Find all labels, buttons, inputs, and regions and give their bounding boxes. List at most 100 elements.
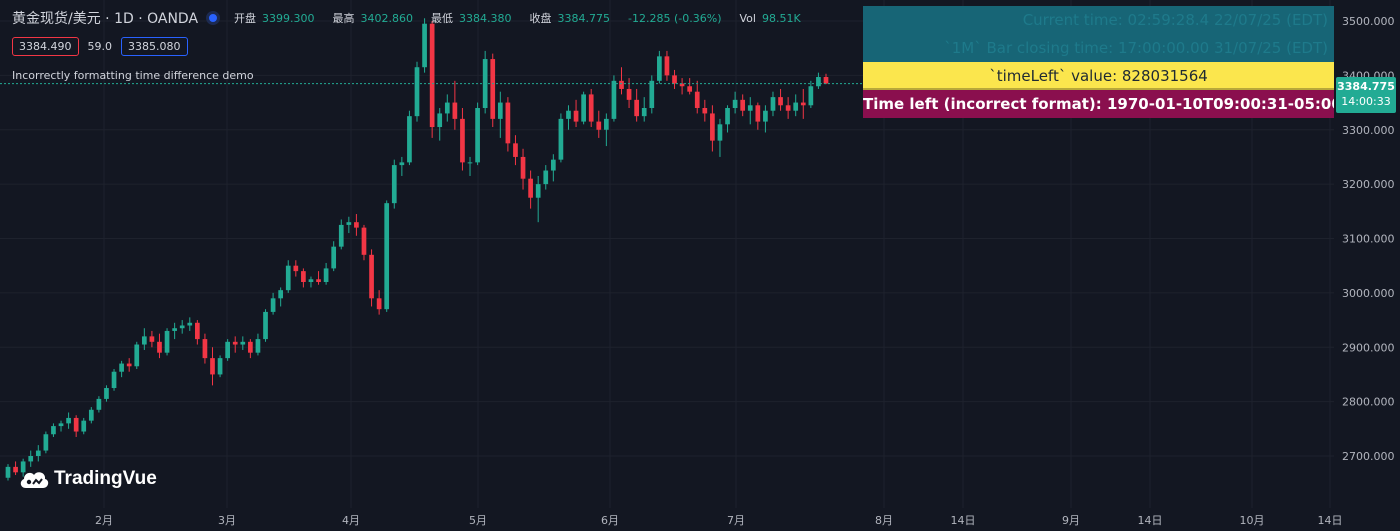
candle-body [664,56,670,76]
high-value: 3402.860 [360,11,414,25]
candle-body [710,113,715,141]
candle-body [778,97,783,106]
high-label: 最高 [332,12,355,25]
candle-body [361,227,367,255]
close-value: 3384.775 [557,11,611,25]
y-tick-label: 2800.000 [1342,396,1395,409]
candle-body [437,113,443,128]
low-label: 最低 [431,12,454,25]
tradingvue-logo[interactable]: TradingVue [18,468,157,490]
candle-body [293,265,299,272]
candle-body [740,99,746,111]
candle-body [354,222,359,228]
logo-text: TradingVue [54,468,157,489]
candle-body [422,23,427,68]
candles [5,18,829,481]
candle-body [793,102,799,111]
buy-sell-ticket: 3384.490 59.0 3385.080 [12,37,188,56]
candle-body [202,339,208,359]
x-tick-label: 6月 [601,514,619,527]
candle-body [475,108,480,163]
grid [0,0,1334,508]
candle-body [619,80,624,89]
close-label: 收盘 [529,12,552,25]
candle-body [73,417,79,432]
candle-body [657,56,662,81]
x-tick-label: 14日 [951,514,976,527]
x-tick-label: 14日 [1318,514,1343,527]
y-tick-label: 3100.000 [1342,233,1395,246]
candle-body [679,83,685,87]
candle-body [240,341,246,345]
current-price-label: 3384.775 [1337,80,1395,93]
candle-body [573,110,579,122]
candle-body [520,156,526,179]
x-tick-label: 3月 [218,514,236,527]
candle-body [823,77,829,84]
time-left-format-cell: Time left (incorrect format): 1970-01-10… [863,90,1334,118]
x-tick-label: 8月 [875,514,893,527]
y-tick-label: 3000.000 [1342,287,1395,300]
candle-body [566,110,571,119]
candle-body [702,108,708,114]
candle-body [543,170,549,185]
bar-closing-time-cell: `1M` Bar closing time: 17:00:00.00 31/07… [863,34,1334,62]
y-tick-label: 3500.000 [1342,15,1395,28]
x-tick-label: 5月 [469,514,487,527]
study-title[interactable]: Incorrectly formatting time difference d… [12,69,254,82]
candle-body [399,162,405,166]
candle-body [316,279,321,282]
candle-body [119,363,124,372]
candle-body [672,75,677,84]
candle-body [232,341,238,345]
candle-body [763,110,768,122]
x-tick-label: 7月 [727,514,745,527]
candle-body [513,143,518,157]
buy-button[interactable]: 3385.080 [121,37,188,56]
candle-body [187,322,193,326]
x-tick-label: 14日 [1138,514,1163,527]
x-tick-label: 9月 [1062,514,1080,527]
candle-body [369,254,374,299]
candle-body [111,371,117,389]
spread-value: 59.0 [87,40,113,53]
candle-body [96,398,102,410]
candle-body [581,94,586,122]
candle-body [331,246,337,269]
candle-body [391,165,397,204]
candle-body [164,330,170,353]
candle-body [35,450,41,456]
y-tick-label: 3300.000 [1342,124,1395,137]
symbol-title[interactable]: 黄金现货/美元 · 1D · OANDA [12,11,199,27]
candle-body [429,23,435,128]
time-axis[interactable]: 2月 3月 4月 5月 6月 7月 8月 14日 9月 14日 10月 14日 [95,514,1343,527]
candle-body [497,102,503,119]
x-tick-label: 2月 [95,514,113,527]
candle-body [528,178,533,198]
candle-body [285,265,291,291]
price-axis[interactable]: 3500.0003400.0003300.0003200.0003100.000… [1342,15,1395,463]
vol-label: Vol [739,11,756,25]
x-tick-label: 10月 [1240,514,1265,527]
candle-body [717,124,723,141]
candle-body [407,116,412,163]
y-tick-label: 2900.000 [1342,341,1395,354]
current-price-tag: 3384.775 14:00:33 [1336,77,1396,113]
candle-body [808,86,814,106]
symbol-legend: 黄金现货/美元 · 1D · OANDA 开盘 3399.300 最高 3402… [12,8,819,28]
market-status-icon[interactable] [206,11,221,25]
candle-body [179,325,185,329]
candle-body [604,118,609,130]
candle-body [626,88,632,100]
candle-body [278,290,284,299]
candle-body [687,86,693,92]
candle-body [323,268,329,282]
sell-button[interactable]: 3384.490 [12,37,79,56]
candle-body [376,298,382,310]
candle-body [505,102,511,144]
candle-body [255,339,261,353]
candle-body [157,341,162,353]
open-value: 3399.300 [262,11,315,25]
y-tick-label: 2700.000 [1342,450,1395,463]
low-value: 3384.380 [459,11,512,25]
